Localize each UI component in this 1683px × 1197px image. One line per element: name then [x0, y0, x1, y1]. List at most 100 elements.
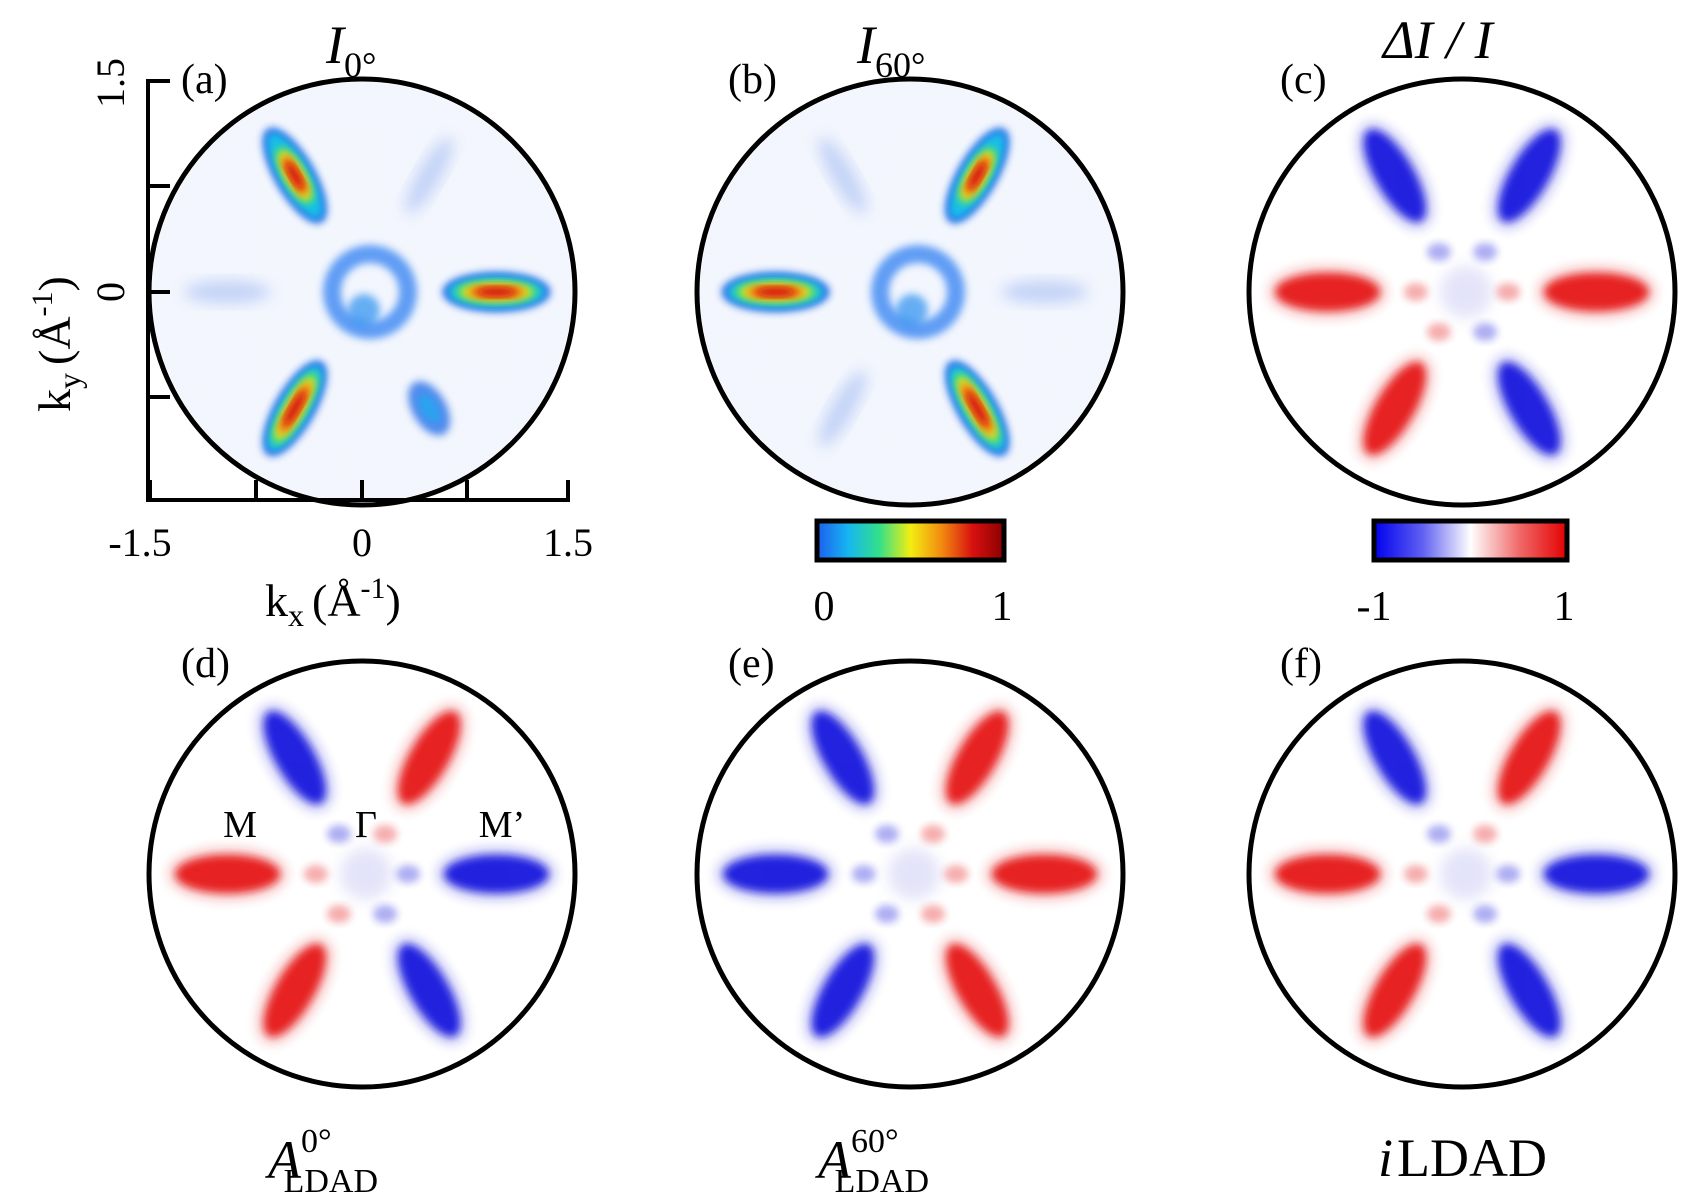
panel-d-frame	[146, 658, 578, 1090]
lobe-300	[945, 360, 1010, 457]
inner-fragment-60	[1473, 242, 1498, 261]
panel-b: (b) I60°	[694, 15, 1126, 508]
point-Mprime-label: M’	[479, 804, 525, 846]
lobe-60	[942, 707, 1012, 809]
gamma-pocket	[340, 848, 392, 900]
panel-b-map	[700, 82, 1120, 502]
lobe-180	[184, 280, 271, 304]
panel-c-title: ΔI / I	[1381, 10, 1496, 70]
lobe-300	[408, 381, 451, 436]
lobe-60	[1494, 707, 1564, 809]
lobe-120	[1360, 125, 1430, 227]
lobe-120	[262, 127, 327, 224]
lobe-0	[1539, 269, 1654, 315]
panel-a-map	[152, 82, 572, 502]
lobe-0	[1539, 851, 1654, 897]
panel-f-label: (f)	[1280, 641, 1322, 687]
inner-fragment-0	[1496, 283, 1521, 301]
panel-e-frame	[694, 658, 1126, 1090]
inner-fragment-120	[326, 824, 351, 843]
lobe-240	[819, 370, 867, 447]
panel-e-label: (e)	[728, 641, 775, 687]
panel-f-frame	[1246, 658, 1678, 1090]
panel-e-map	[718, 707, 1102, 1041]
gamma-pocket	[323, 245, 417, 339]
colorbar-intensity-min: 0	[814, 584, 835, 630]
lobe-180	[718, 851, 833, 897]
colorbar-intensity-bar	[814, 518, 1007, 563]
panel-f-title: iLDAD	[1378, 1128, 1547, 1188]
inner-fragment-180	[1403, 865, 1428, 883]
lobe-300	[942, 939, 1012, 1041]
lobe-180	[721, 272, 830, 312]
colorbar-diverging-min: -1	[1357, 584, 1392, 630]
lobe-240	[1360, 357, 1430, 459]
lobe-180	[1270, 269, 1385, 315]
panel-d-title: A0° LDAD	[265, 1123, 378, 1197]
lobe-60	[394, 707, 464, 809]
lobe-240	[260, 939, 330, 1041]
panel-b-label: (b)	[728, 57, 777, 103]
colorbar-diverging: -1 1	[1357, 518, 1575, 630]
panel-b-frame	[694, 76, 1126, 508]
lobe-180	[1270, 851, 1385, 897]
inner-fragment-120	[1426, 242, 1451, 261]
point-M-label: M	[223, 804, 257, 846]
lobe-0	[1001, 280, 1088, 304]
x-tick-label-1.5: 1.5	[543, 520, 593, 565]
inner-fragment-180	[851, 865, 876, 883]
lobe-0	[987, 851, 1102, 897]
lobe-120	[260, 707, 330, 809]
inner-fragment-180	[303, 865, 328, 883]
panel-a-axes	[146, 79, 570, 502]
panel-d-label: (d)	[181, 641, 230, 687]
lobe-180	[170, 851, 285, 897]
gamma-pocket	[871, 245, 965, 339]
inner-fragment-300	[921, 905, 946, 924]
gamma-pocket	[1440, 848, 1492, 900]
lobe-300	[1494, 357, 1564, 459]
lobe-0	[442, 272, 551, 312]
inner-fragment-240	[1426, 905, 1451, 924]
lobe-300	[394, 939, 464, 1041]
gamma-pocket	[888, 848, 940, 900]
panel-c-label: (c)	[1280, 57, 1327, 103]
panel-f-map	[1270, 707, 1654, 1041]
panel-d: (d) M Γ M’ A0° LDAD	[146, 641, 578, 1197]
panel-c-frame	[1246, 76, 1678, 508]
inner-fragment-180	[1403, 283, 1428, 301]
x-axis-label: kx (Å-1)	[265, 572, 401, 633]
point-Gamma-label: Γ	[355, 804, 377, 846]
panel-f: (f) iLDAD	[1246, 641, 1678, 1188]
panel-b-title: I60°	[856, 15, 925, 85]
lobe-240	[1360, 939, 1430, 1041]
x-tick-label-m1.5: -1.5	[108, 520, 171, 565]
inner-fragment-0	[944, 865, 969, 883]
panel-a: (a) I0° -1.5 0 1.5 1.5 0 kx (Å-1) ky(Å-1)	[26, 15, 593, 633]
colorbar-diverging-max: 1	[1554, 584, 1575, 630]
inner-fragment-60	[373, 824, 398, 843]
lobe-60	[945, 127, 1010, 224]
lobe-120	[808, 707, 878, 809]
inner-fragment-240	[326, 905, 351, 924]
x-tick-label-0: 0	[352, 520, 372, 565]
colorbar-intensity: 0 1	[814, 518, 1013, 630]
gamma-pocket	[1440, 266, 1492, 318]
lobe-120	[819, 137, 867, 214]
y-axis-label: ky(Å-1)	[26, 276, 87, 412]
inner-fragment-0	[396, 865, 421, 883]
colorbar-diverging-bar	[1371, 518, 1570, 563]
panel-d-map	[170, 707, 554, 1041]
inner-fragment-120	[1426, 824, 1451, 843]
inner-fragment-120	[874, 824, 899, 843]
inner-fragment-300	[373, 905, 398, 924]
lobe-300	[1494, 939, 1564, 1041]
colorbar-intensity-max: 1	[992, 584, 1013, 630]
inner-fragment-300	[1473, 905, 1498, 924]
inner-fragment-0	[1496, 865, 1521, 883]
lobe-60	[1494, 125, 1564, 227]
inner-fragment-240	[1426, 323, 1451, 342]
inner-fragment-60	[921, 824, 946, 843]
lobe-120	[1360, 707, 1430, 809]
